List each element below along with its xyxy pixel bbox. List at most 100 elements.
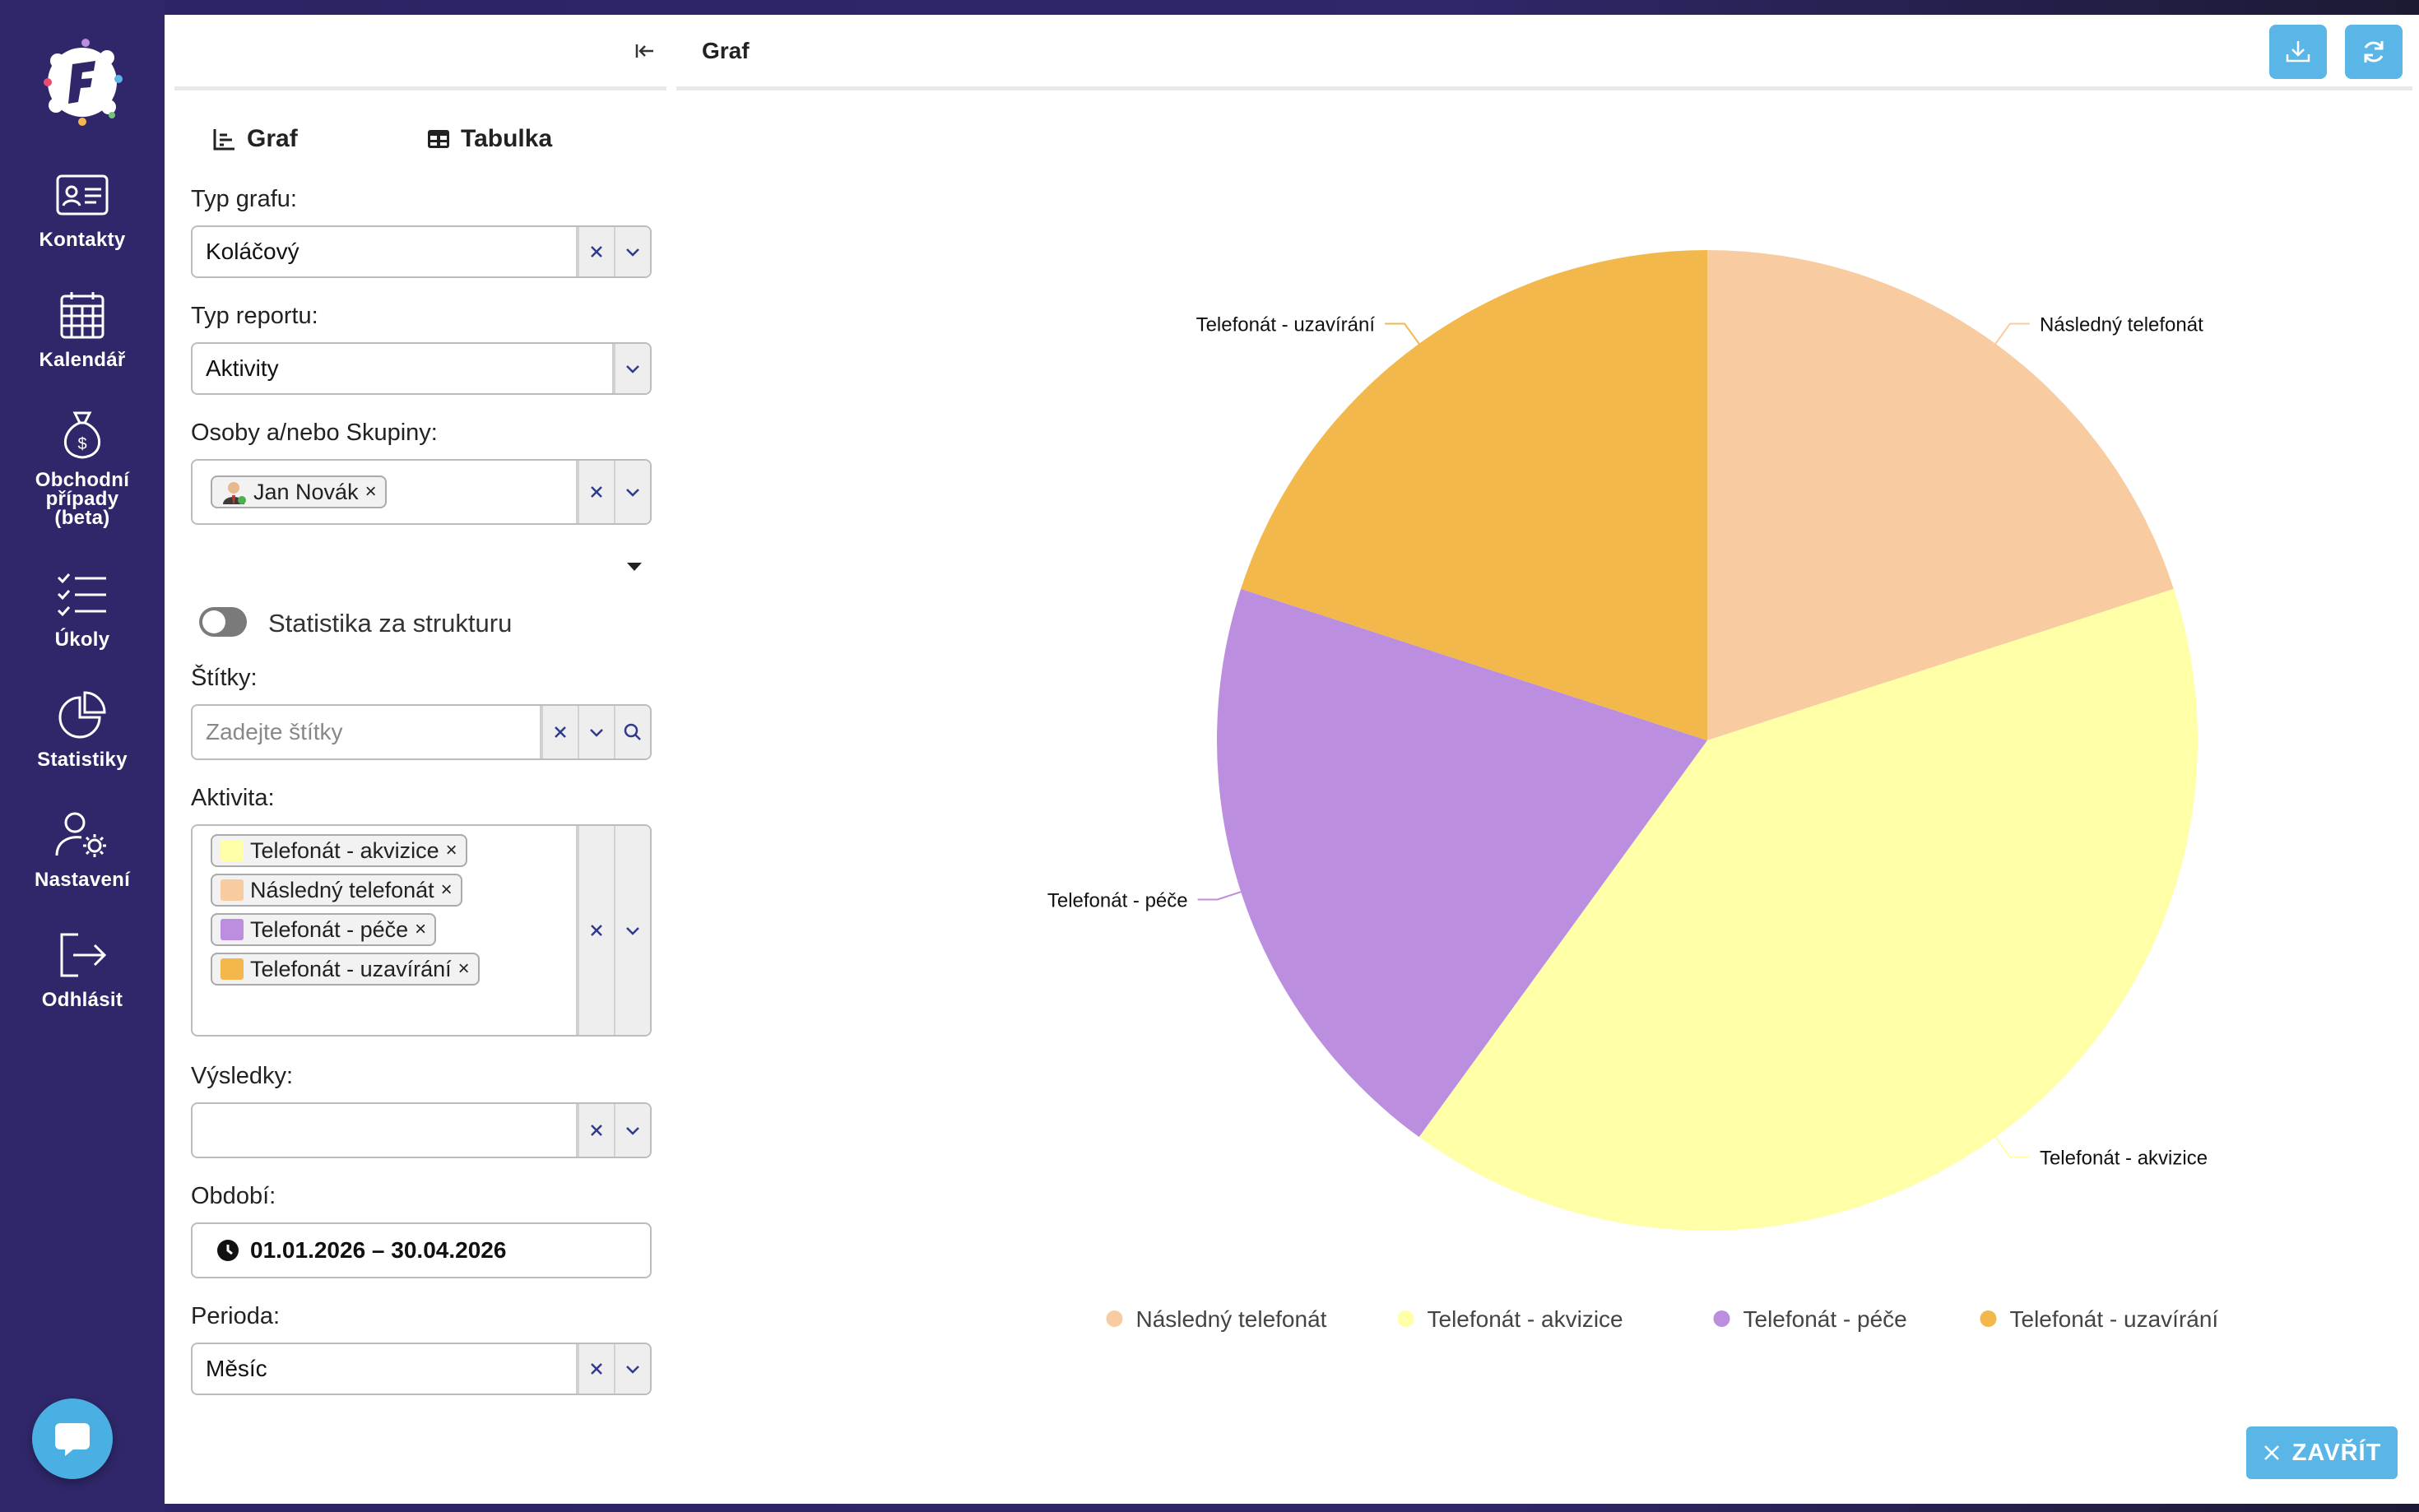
legend-marker[interactable] [1397,1310,1414,1327]
nav-label-logout: Odhlásit [41,989,123,1011]
structure-toggle[interactable] [199,607,247,637]
svg-text:$: $ [77,435,86,453]
activity-dropdown-button[interactable] [614,826,650,1035]
report-type-dropdown-button[interactable] [614,344,650,393]
activity-chip-remove[interactable]: × [445,839,457,861]
activity-chip-label: Telefonát - péče [250,916,409,942]
chevron-down-icon [626,489,639,497]
tags-search-button[interactable] [614,706,650,758]
nav-label-contacts: Kontakty [39,229,126,251]
caret-down-icon[interactable] [625,561,643,573]
close-button[interactable]: ZAVŘÍT [2246,1426,2398,1479]
legend-marker[interactable] [1713,1310,1730,1327]
period-range-input[interactable]: 01.01.2026 – 30.04.2026 [191,1222,652,1278]
period-dropdown-button[interactable] [614,1344,650,1394]
pie-slice[interactable] [1707,250,2174,740]
pie-slice-label: Telefonát - uzavírání [1196,314,1376,336]
money-bag-icon: $ [63,411,101,459]
activity-clear-button[interactable] [578,826,614,1035]
chart-type-label: Typ grafu: [191,186,297,212]
checklist-icon [57,573,106,617]
activity-chip-remove[interactable]: × [457,958,470,980]
nav-item-logout[interactable]: Odhlásit [0,930,165,1011]
person-chip: Jan Novák × [211,475,387,508]
results-select[interactable] [191,1102,652,1158]
nav-item-statistics[interactable]: Statistiky [0,689,165,771]
tab-graph[interactable]: Graf [212,125,298,153]
activity-color-swatch [221,840,244,861]
tags-input[interactable]: Zadejte štítky [193,706,541,758]
tags-dropdown-button[interactable] [578,706,614,758]
chevron-down-icon [626,248,639,257]
clock-icon [217,1240,239,1261]
legend-item-label[interactable]: Telefonát - uzavírání [2010,1306,2219,1332]
pie-leader-line [1993,322,2030,347]
refresh-button[interactable] [2345,25,2403,79]
tags-label: Štítky: [191,665,258,691]
period-range-value: 01.01.2026 – 30.04.2026 [250,1237,507,1263]
structure-toggle-label: Statistika za strukturu [268,609,513,638]
period-select[interactable]: Měsíc [191,1343,652,1395]
chart-type-dropdown-button[interactable] [614,227,650,276]
legend-item-label[interactable]: Telefonát - akvizice [1428,1306,1623,1332]
nav-item-calendar[interactable]: Kalendář [0,290,165,371]
pie-slice[interactable] [1418,588,2198,1231]
nav-item-settings[interactable]: Nastavení [0,809,165,890]
report-type-select[interactable]: Aktivity [191,342,652,395]
pie-leader-line [1385,322,1422,347]
tab-table[interactable]: Tabulka [426,125,552,153]
nav-label-deals: Obchodní případy (beta) [35,469,130,529]
user-gear-icon [55,812,106,857]
filter-panel: Graf Tabulka Typ grafu: Koláčový [174,15,666,1496]
results-clear-button[interactable] [578,1104,614,1157]
download-button[interactable] [2269,25,2327,79]
person-chip-label: Jan Novák [253,479,359,504]
activity-chip-remove[interactable]: × [415,918,427,940]
chart-type-select[interactable]: Koláčový [191,225,652,278]
app-logo[interactable] [36,36,128,128]
pie-leader-line [1993,1134,2030,1158]
chart-header: Graf [676,15,2412,90]
pie-slice-label: Telefonát - akvizice [2040,1147,2208,1169]
pie-slice[interactable] [1241,250,1707,740]
period-label: Perioda: [191,1303,281,1329]
pie-leader-line [1197,889,1245,901]
period-value: Měsíc [193,1344,578,1394]
legend-item-label[interactable]: Telefonát - péče [1743,1306,1907,1332]
persons-clear-button[interactable] [578,461,614,523]
results-value [193,1104,578,1157]
pie-slice[interactable] [1217,588,1707,1138]
legend-marker[interactable] [1106,1310,1123,1327]
close-icon [591,1363,602,1375]
nav-label-statistics: Statistiky [37,749,128,771]
search-icon [624,723,641,740]
persons-dropdown-button[interactable] [614,461,650,523]
activity-label: Aktivita: [191,785,275,811]
person-chip-remove[interactable]: × [364,480,377,503]
activity-color-swatch [221,958,244,980]
chat-button[interactable] [32,1398,113,1479]
collapse-panel-icon[interactable] [632,38,658,64]
activity-chip: Telefonát - péče × [211,913,437,946]
results-dropdown-button[interactable] [614,1104,650,1157]
chevron-down-icon [626,927,639,935]
chart-type-value: Koláčový [193,227,578,276]
activity-chip: Telefonát - uzavírání × [211,953,480,986]
legend-item-label[interactable]: Následný telefonát [1136,1306,1327,1332]
chevron-down-icon [626,365,639,373]
legend-marker[interactable] [1980,1310,1997,1327]
report-type-label: Typ reportu: [191,303,318,329]
persons-select[interactable]: Jan Novák × [191,459,652,525]
period-clear-button[interactable] [578,1344,614,1394]
nav-item-deals[interactable]: $ Obchodní případy (beta) [0,410,165,529]
nav-item-tasks[interactable]: Úkoly [0,569,165,650]
activity-chip-label: Následný telefonát [250,877,434,902]
nav-label-calendar: Kalendář [39,349,126,371]
main-content: Graf Tabulka Typ grafu: Koláčový [165,15,2419,1504]
tags-select[interactable]: Zadejte štítky [191,704,652,760]
activity-select[interactable]: Telefonát - akvizice × Následný telefoná… [191,824,652,1037]
activity-chip-remove[interactable]: × [440,879,453,901]
tags-clear-button[interactable] [541,706,578,758]
nav-item-contacts[interactable]: Kontakty [0,169,165,251]
chart-type-clear-button[interactable] [578,227,614,276]
